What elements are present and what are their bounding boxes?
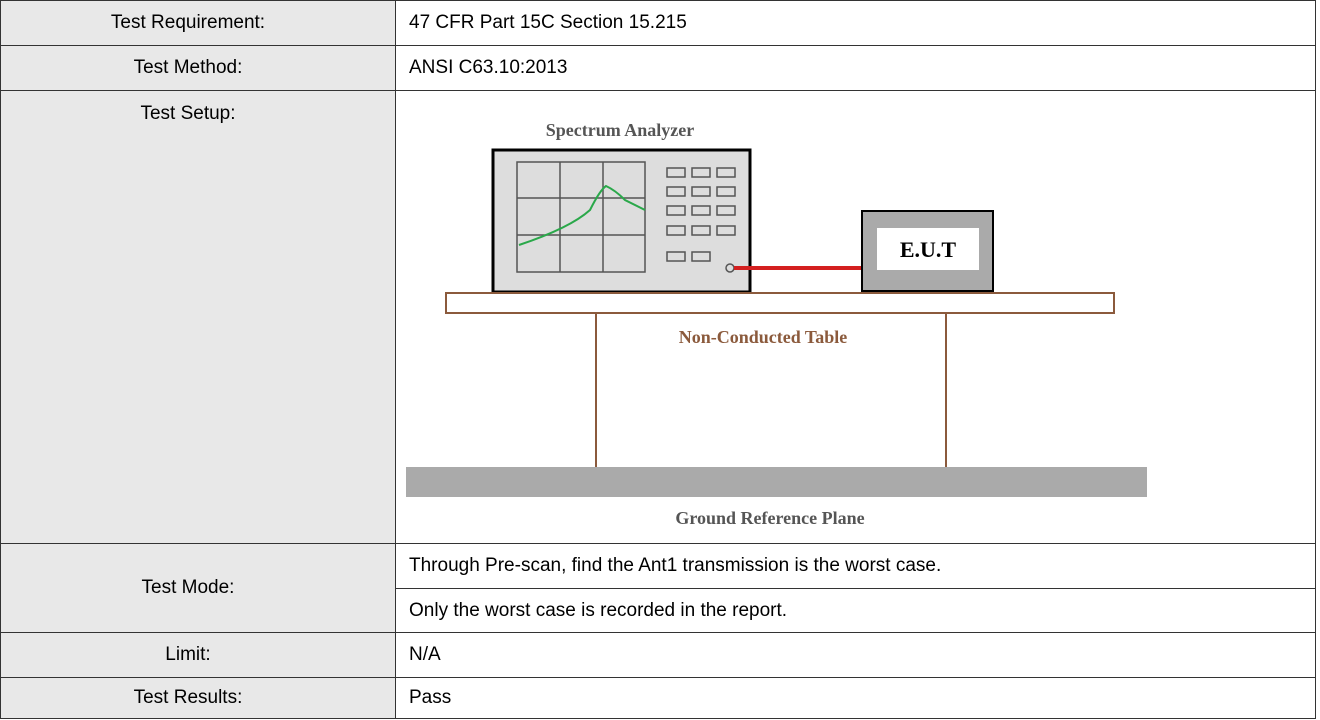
label-cell: Test Requirement:: [0, 0, 396, 46]
table-label: Non-Conducted Table: [679, 327, 848, 347]
value-cell: Pass: [395, 677, 1316, 719]
buttons: [666, 167, 736, 273]
analyzer: [491, 148, 752, 294]
label-cell: Test Setup:: [0, 90, 396, 544]
eut-face: [877, 228, 979, 270]
label-cell: Test Mode:: [0, 543, 396, 633]
eut-label: E.U.T: [900, 237, 957, 262]
table-top: [445, 292, 1115, 314]
trace: [518, 184, 646, 246]
analyzer-label: Spectrum Analyzer: [546, 120, 694, 140]
ground-label: Ground Reference Plane: [675, 508, 864, 528]
ground-plane: [406, 467, 1147, 497]
label-cell: Test Results:: [0, 677, 396, 719]
